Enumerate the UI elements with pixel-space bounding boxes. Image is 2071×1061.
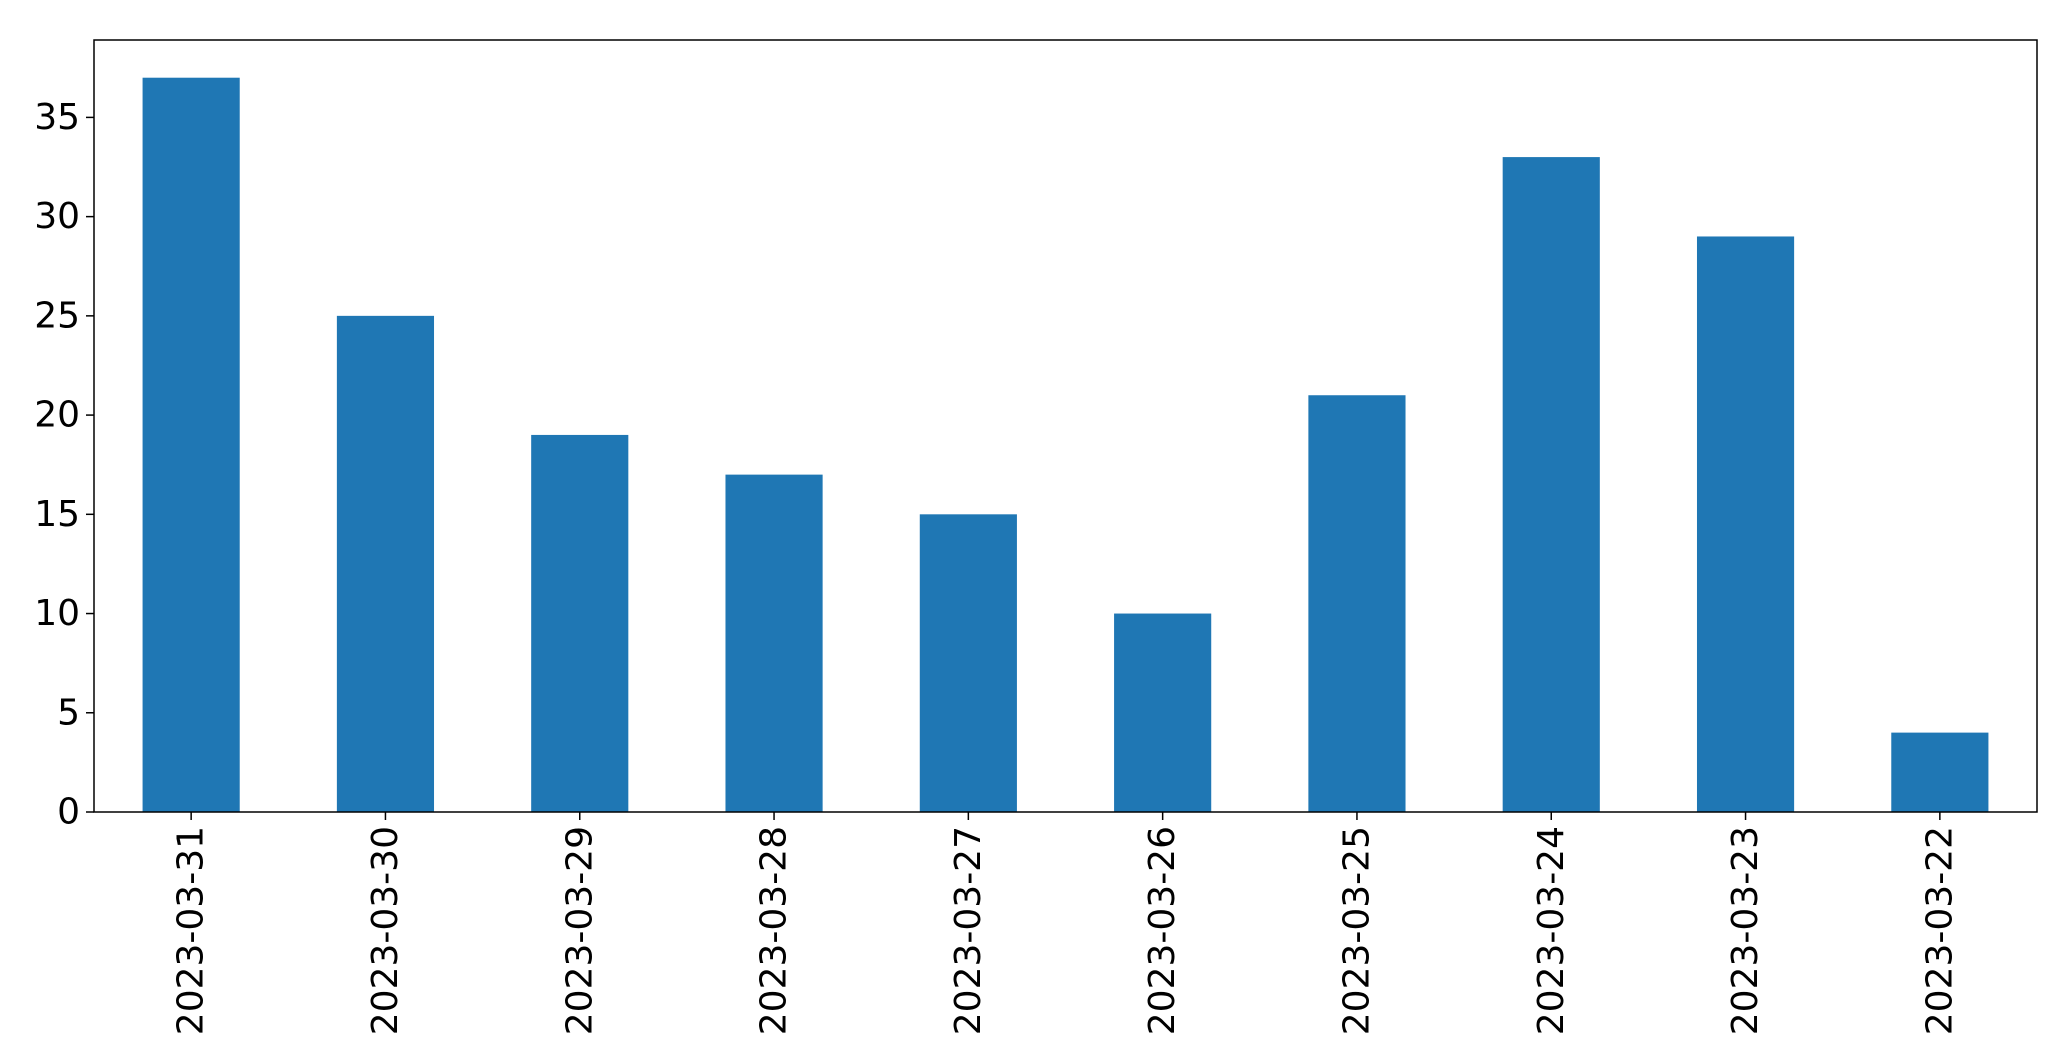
y-tick-label: 25 <box>34 295 80 336</box>
bar-2023-03-22 <box>1891 732 1989 812</box>
y-axis: 0 5 10 15 20 25 30 35 <box>34 97 94 833</box>
y-tick-label: 0 <box>57 792 80 833</box>
x-tick-label-2023-03-28: 2023-03-28 <box>754 826 795 1035</box>
x-tick-label-2023-03-30: 2023-03-30 <box>365 826 406 1035</box>
y-tick-label: 35 <box>34 97 80 138</box>
x-axis: 2023-03-31 2023-03-30 2023-03-29 2023-03-28… <box>171 812 1960 1035</box>
bar-2023-03-26 <box>1114 613 1212 812</box>
bar-2023-03-23 <box>1696 236 1795 812</box>
x-tick-label-2023-03-25: 2023-03-25 <box>1336 826 1377 1035</box>
bar-2023-03-27 <box>919 514 1017 812</box>
y-tick-label: 15 <box>34 494 80 535</box>
bar-2023-03-29 <box>531 434 629 812</box>
x-tick-label-2023-03-22: 2023-03-22 <box>1919 826 1960 1035</box>
plot-frame <box>93 39 2038 813</box>
bar-2023-03-31 <box>142 77 240 813</box>
bar-2023-03-30 <box>336 315 435 812</box>
x-tick-label-2023-03-23: 2023-03-23 <box>1725 826 1766 1035</box>
y-tick-label: 30 <box>34 196 80 237</box>
bars-layer <box>142 77 1989 813</box>
y-tick-label: 10 <box>34 593 80 634</box>
y-tick-label: 5 <box>57 692 80 733</box>
x-tick-label-2023-03-31: 2023-03-31 <box>171 826 212 1035</box>
x-tick-label-2023-03-27: 2023-03-27 <box>948 826 989 1035</box>
bar-2023-03-25 <box>1308 395 1406 812</box>
x-tick-label-2023-03-26: 2023-03-26 <box>1142 826 1183 1035</box>
x-tick-label-2023-03-24: 2023-03-24 <box>1531 826 1572 1035</box>
bar-2023-03-24 <box>1502 157 1600 813</box>
x-tick-label-2023-03-29: 2023-03-29 <box>559 826 600 1035</box>
bar-2023-03-28 <box>725 474 823 812</box>
y-tick-label: 20 <box>34 395 80 436</box>
